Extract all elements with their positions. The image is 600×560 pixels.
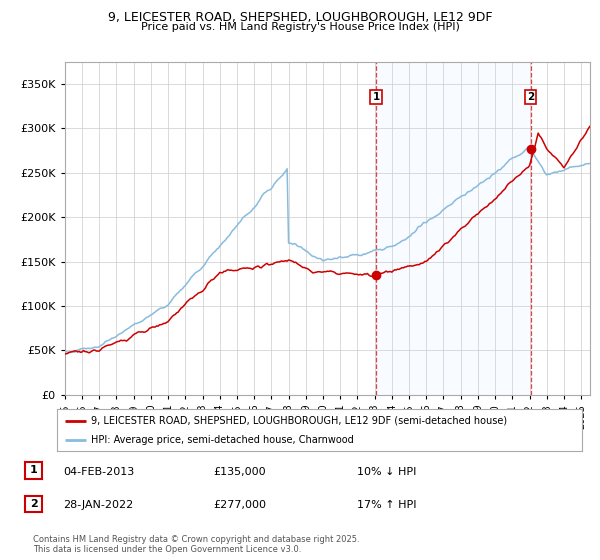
- Text: £135,000: £135,000: [213, 466, 266, 477]
- Text: 2: 2: [527, 92, 535, 102]
- Text: 9, LEICESTER ROAD, SHEPSHED, LOUGHBOROUGH, LE12 9DF: 9, LEICESTER ROAD, SHEPSHED, LOUGHBOROUG…: [108, 11, 492, 24]
- Text: 2: 2: [30, 499, 37, 509]
- Text: 28-JAN-2022: 28-JAN-2022: [63, 500, 133, 510]
- Text: HPI: Average price, semi-detached house, Charnwood: HPI: Average price, semi-detached house,…: [91, 435, 354, 445]
- Text: Price paid vs. HM Land Registry's House Price Index (HPI): Price paid vs. HM Land Registry's House …: [140, 22, 460, 32]
- Text: £277,000: £277,000: [213, 500, 266, 510]
- Text: 17% ↑ HPI: 17% ↑ HPI: [357, 500, 416, 510]
- Text: 9, LEICESTER ROAD, SHEPSHED, LOUGHBOROUGH, LE12 9DF (semi-detached house): 9, LEICESTER ROAD, SHEPSHED, LOUGHBOROUG…: [91, 416, 507, 426]
- Text: 10% ↓ HPI: 10% ↓ HPI: [357, 466, 416, 477]
- Bar: [376, 62, 531, 395]
- Text: 1: 1: [30, 465, 37, 475]
- Text: Contains HM Land Registry data © Crown copyright and database right 2025.
This d: Contains HM Land Registry data © Crown c…: [33, 535, 359, 554]
- Text: 04-FEB-2013: 04-FEB-2013: [63, 466, 134, 477]
- Text: 1: 1: [373, 92, 380, 102]
